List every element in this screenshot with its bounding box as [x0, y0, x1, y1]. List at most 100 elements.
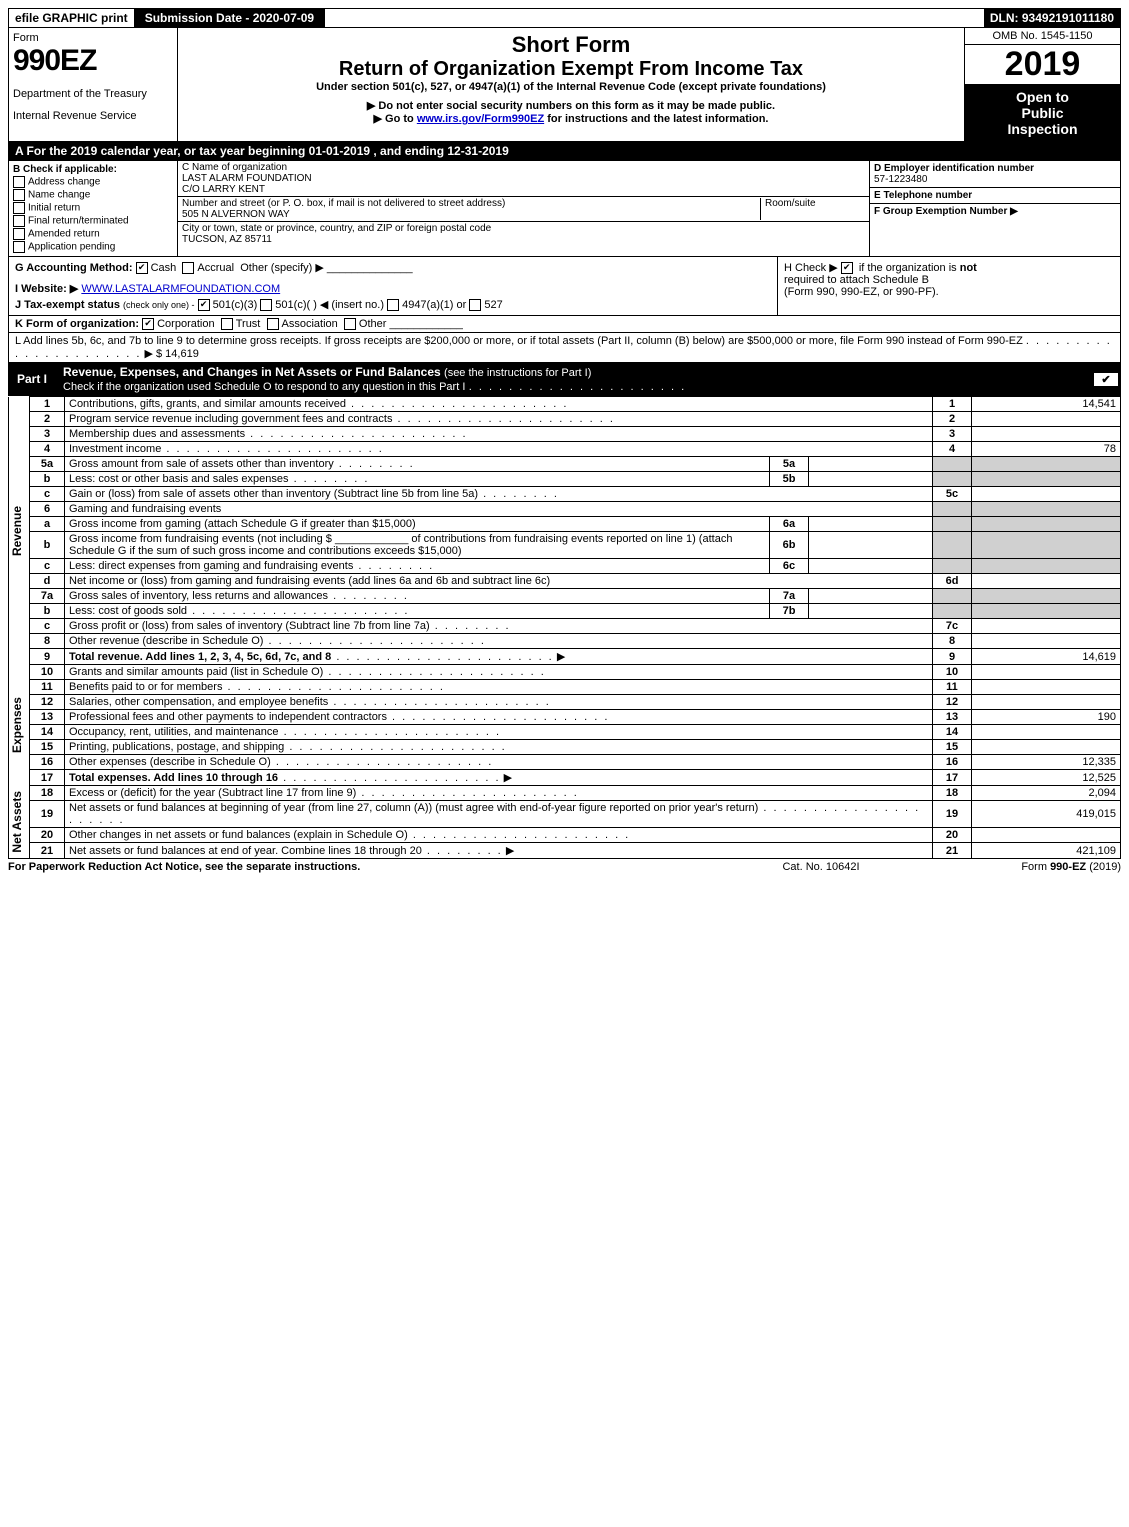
dln: DLN: 93492191011180 — [984, 9, 1120, 27]
opt-address: Address change — [28, 177, 100, 188]
r12-desc: Salaries, other compensation, and employ… — [69, 696, 328, 708]
goto-pre: ▶ Go to — [374, 113, 417, 125]
chk-527[interactable] — [469, 299, 481, 311]
top-spacer — [325, 9, 984, 27]
r19-desc: Net assets or fund balances at beginning… — [69, 802, 758, 814]
j-label: J Tax-exempt status — [15, 299, 120, 311]
r15-desc: Printing, publications, postage, and shi… — [69, 741, 284, 753]
form-header: Form 990EZ Department of the Treasury In… — [8, 28, 1121, 142]
chk-amended[interactable] — [13, 228, 25, 240]
d-label: D Employer identification number — [874, 163, 1116, 174]
r6a-sv — [809, 517, 933, 532]
row-1: Revenue 1 Contributions, gifts, grants, … — [9, 397, 1121, 412]
irs-link[interactable]: www.irs.gov/Form990EZ — [417, 113, 544, 125]
r6b-sv — [809, 532, 933, 559]
chk-cash[interactable]: ✔ — [136, 262, 148, 274]
r2-desc: Program service revenue including govern… — [69, 413, 392, 425]
r21-num: 21 — [30, 843, 65, 859]
r7a-desc: Gross sales of inventory, less returns a… — [69, 590, 328, 602]
r6a-sn: 6a — [770, 517, 809, 532]
r6a-ln — [933, 517, 972, 532]
r7c-desc: Gross profit or (loss) from sales of inv… — [69, 620, 430, 632]
r5c-amt — [972, 487, 1121, 502]
r2-amt — [972, 412, 1121, 427]
chk-h[interactable]: ✔ — [841, 262, 853, 274]
part1-checkbox[interactable]: ✔ — [1093, 372, 1119, 387]
chk-final[interactable] — [13, 215, 25, 227]
r10-desc: Grants and similar amounts paid (list in… — [69, 666, 323, 678]
r7b-ln — [933, 604, 972, 619]
r5b-sn: 5b — [770, 472, 809, 487]
row-2: 2 Program service revenue including gove… — [9, 412, 1121, 427]
form-number: 990EZ — [13, 44, 173, 78]
row-20: 20 Other changes in net assets or fund b… — [9, 828, 1121, 843]
r7c-amt — [972, 619, 1121, 634]
k-o4: Other — [359, 318, 387, 330]
r1-desc: Contributions, gifts, grants, and simila… — [69, 398, 346, 410]
dept-treasury: Department of the Treasury — [13, 88, 173, 100]
website-link[interactable]: WWW.LASTALARMFOUNDATION.COM — [81, 283, 280, 295]
row-21: 21 Net assets or fund balances at end of… — [9, 843, 1121, 859]
opt-pending: Application pending — [28, 242, 115, 253]
chk-501c3[interactable]: ✔ — [198, 299, 210, 311]
r20-desc: Other changes in net assets or fund bala… — [69, 829, 408, 841]
r11-amt — [972, 680, 1121, 695]
r11-num: 11 — [30, 680, 65, 695]
chk-address[interactable] — [13, 176, 25, 188]
k-label: K Form of organization: — [15, 318, 139, 330]
k-o2: Trust — [236, 318, 261, 330]
l-value: 14,619 — [165, 348, 199, 360]
r14-desc: Occupancy, rent, utilities, and maintena… — [69, 726, 279, 738]
r6d-ln: 6d — [933, 574, 972, 589]
chk-initial[interactable] — [13, 202, 25, 214]
opt-initial: Initial return — [28, 203, 80, 214]
chk-assoc[interactable] — [267, 318, 279, 330]
r4-ln: 4 — [933, 442, 972, 457]
omb-number: OMB No. 1545-1150 — [965, 28, 1120, 45]
part1-dots — [469, 381, 686, 393]
form-label: Form — [13, 32, 173, 44]
row-8: 8 Other revenue (describe in Schedule O)… — [9, 634, 1121, 649]
r15-ln: 15 — [933, 740, 972, 755]
k-o3: Association — [282, 318, 338, 330]
r19-ln: 19 — [933, 801, 972, 828]
chk-4947[interactable] — [387, 299, 399, 311]
r14-ln: 14 — [933, 725, 972, 740]
r12-ln: 12 — [933, 695, 972, 710]
chk-other-org[interactable] — [344, 318, 356, 330]
r7c-num: c — [30, 619, 65, 634]
chk-pending[interactable] — [13, 241, 25, 253]
chk-name[interactable] — [13, 189, 25, 201]
r7a-sv — [809, 589, 933, 604]
r9-arrow: ▶ — [557, 651, 565, 663]
r5b-ln — [933, 472, 972, 487]
r20-num: 20 — [30, 828, 65, 843]
chk-trust[interactable] — [221, 318, 233, 330]
r17-arrow: ▶ — [504, 772, 512, 784]
row-6: 6 Gaming and fundraising events — [9, 502, 1121, 517]
chk-corp[interactable]: ✔ — [142, 318, 154, 330]
r19-amt: 419,015 — [972, 801, 1121, 828]
efile-print[interactable]: efile GRAPHIC print — [9, 9, 135, 27]
r20-amt — [972, 828, 1121, 843]
r6b-amt — [972, 532, 1121, 559]
r6b-ln — [933, 532, 972, 559]
r12-amt — [972, 695, 1121, 710]
r11-ln: 11 — [933, 680, 972, 695]
row-11: 11 Benefits paid to or for members 11 — [9, 680, 1121, 695]
r5b-sv — [809, 472, 933, 487]
row-7b: b Less: cost of goods sold 7b — [9, 604, 1121, 619]
row-18: Net Assets 18 Excess or (deficit) for th… — [9, 786, 1121, 801]
ssn-warning: ▶ Do not enter social security numbers o… — [186, 99, 956, 112]
f-label: F Group Exemption Number ▶ — [874, 206, 1116, 217]
r5a-ln — [933, 457, 972, 472]
chk-501c[interactable] — [260, 299, 272, 311]
chk-accrual[interactable] — [182, 262, 194, 274]
j-sub: (check only one) - — [123, 300, 195, 310]
submission-date: Submission Date - 2020-07-09 — [135, 9, 325, 27]
dept-irs: Internal Revenue Service — [13, 110, 173, 122]
open-line2: Public — [969, 105, 1116, 121]
r7c-ln: 7c — [933, 619, 972, 634]
r7b-sn: 7b — [770, 604, 809, 619]
h-text4: (Form 990, 990-EZ, or 990-PF). — [784, 286, 939, 298]
